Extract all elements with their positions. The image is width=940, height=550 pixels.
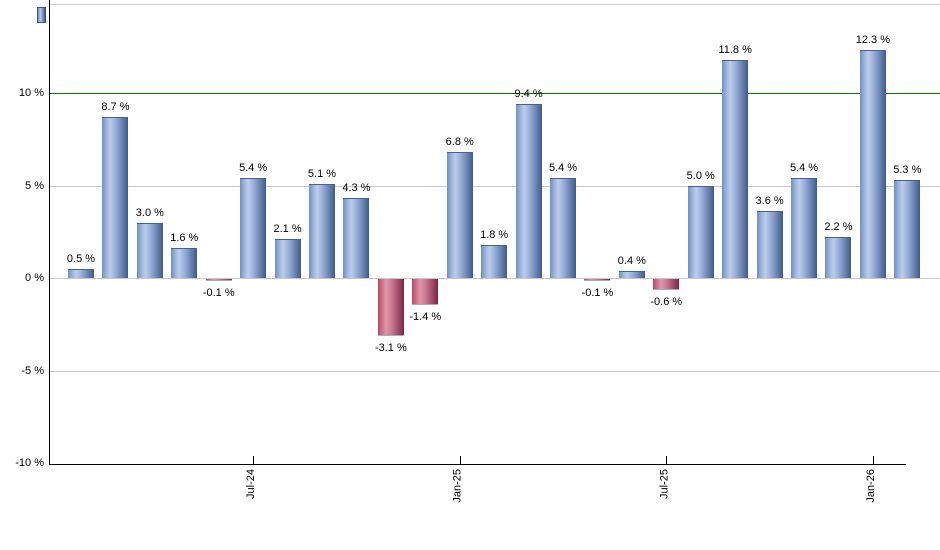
bar-value-label: 5.1 % (307, 167, 337, 180)
bar-value-label: 4.3 % (342, 182, 371, 195)
bar-value-label: 12.3 % (855, 34, 890, 47)
bar (791, 178, 818, 278)
bar (171, 248, 198, 278)
bar-value-label: 5.4 % (548, 162, 578, 175)
bar (136, 222, 163, 278)
bar (205, 279, 232, 281)
bar-value-label: 5.3 % (893, 163, 922, 176)
bar (653, 279, 680, 291)
bar (859, 50, 886, 278)
x-axis-tick (872, 456, 874, 464)
bar (309, 183, 335, 278)
bar (825, 237, 852, 278)
bar (240, 178, 267, 278)
y-axis-label: 5 % (25, 179, 44, 192)
bar (274, 239, 301, 278)
bar-value-label: 1.6 % (170, 232, 199, 245)
bar-value-label: 0.4 % (617, 254, 646, 267)
bar-value-label: -3.1 % (374, 342, 407, 355)
bar-value-label: 6.8 % (445, 136, 474, 149)
bar-value-label: 3.6 % (755, 195, 784, 208)
bar-value-label: 11.8 % (718, 43, 752, 56)
bar-value-label: -0.1 % (202, 287, 235, 299)
series-legend-marker (37, 7, 46, 23)
gridline (50, 370, 940, 372)
y-axis-label: -5 % (21, 364, 44, 377)
bar-value-label: 5.4 % (789, 162, 819, 175)
plot-top-border (50, 4, 940, 5)
y-axis-line (49, 0, 50, 465)
x-axis-tick-label: Jan-25 (451, 469, 464, 503)
y-axis-label: 10 % (18, 87, 44, 99)
bar (550, 178, 577, 278)
bar-value-label: 5.0 % (686, 169, 715, 182)
bar (618, 270, 645, 278)
bar-value-label: 9.4 % (514, 88, 543, 101)
bar (446, 152, 473, 278)
bar (584, 279, 611, 281)
x-axis-tick (459, 456, 461, 464)
bar (343, 198, 370, 278)
bar-value-label: -0.6 % (650, 296, 683, 309)
bar-value-label: 3.0 % (135, 206, 164, 219)
bar-value-label: 2.2 % (824, 221, 853, 234)
bar (68, 268, 94, 278)
bar (894, 179, 921, 278)
bar-value-label: 0.5 % (66, 252, 96, 265)
bar (481, 244, 508, 278)
x-axis-line (49, 464, 906, 465)
bar (412, 279, 439, 305)
reference-line (50, 93, 940, 94)
bar-value-label: -1.4 % (409, 310, 442, 323)
bar-value-label: -0.1 % (581, 287, 614, 299)
gridline (50, 185, 940, 187)
x-axis-tick (666, 456, 668, 464)
x-axis-tick (253, 456, 255, 464)
bar (722, 59, 749, 278)
x-axis-tick-label: Jul-25 (658, 469, 671, 499)
bar (515, 104, 542, 278)
bar (377, 279, 404, 337)
bar (687, 185, 714, 278)
bar-value-label: 1.8 % (480, 228, 509, 241)
x-axis-tick-label: Jul-24 (245, 469, 258, 499)
bar (102, 117, 129, 278)
y-axis-label: -10 % (15, 457, 44, 469)
bar-value-label: 5.4 % (239, 162, 268, 175)
gridline (50, 278, 940, 279)
x-axis-tick-label: Jan-26 (864, 469, 877, 503)
bar-value-label: 8.7 % (101, 101, 130, 114)
bar-value-label: 2.1 % (273, 223, 302, 236)
bar (756, 211, 783, 278)
y-axis-label: 0 % (25, 272, 44, 284)
